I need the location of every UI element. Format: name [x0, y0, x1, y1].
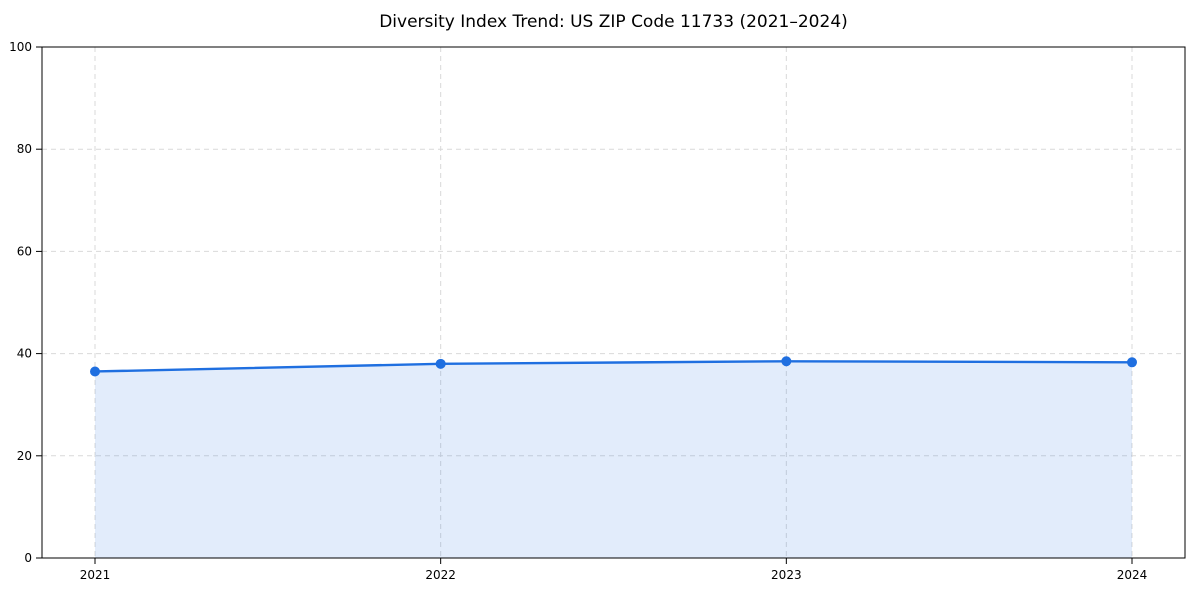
y-axis-tick-label: 100 — [9, 40, 32, 54]
x-axis-tick-label: 2021 — [80, 568, 111, 582]
data-point-2021 — [90, 366, 100, 377]
y-axis-tick-label: 20 — [17, 449, 32, 463]
x-axis-tick-label: 2023 — [771, 568, 802, 582]
trend-line — [93, 360, 1134, 373]
data-point-2023 — [781, 356, 792, 367]
chart-title: Diversity Index Trend: US ZIP Code 11733… — [379, 12, 848, 32]
y-axis-tick-label: 80 — [17, 142, 32, 156]
y-axis-tick-label: 40 — [17, 347, 32, 361]
y-axis-tick-label: 60 — [17, 244, 32, 258]
data-point-2022 — [435, 358, 446, 369]
data-point-2024 — [1127, 357, 1137, 368]
plot-border — [41, 46, 1186, 559]
y-axis-tick-label: 0 — [24, 551, 32, 565]
x-axis-tick-label: 2022 — [425, 568, 456, 582]
x-axis-tick-label: 2024 — [1117, 568, 1148, 582]
area-fill — [95, 361, 1132, 558]
